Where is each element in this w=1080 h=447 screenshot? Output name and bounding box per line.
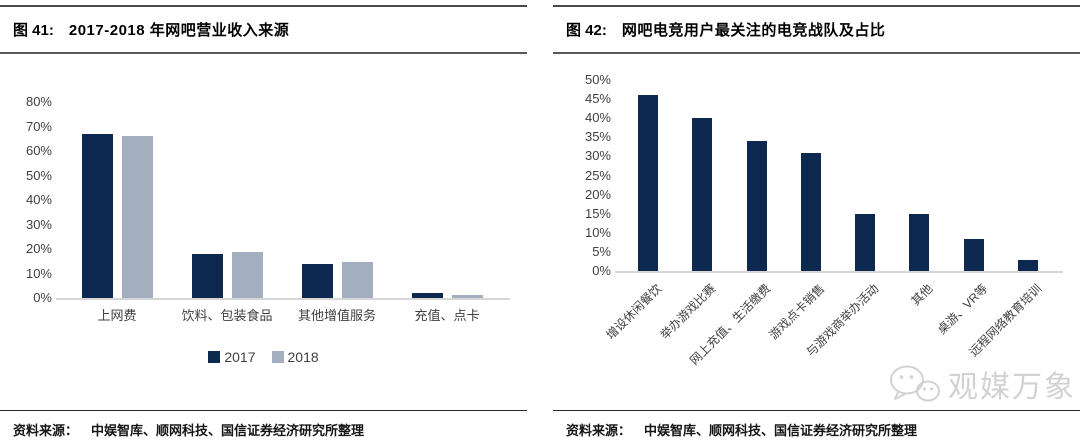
source-row: 资料来源： 中娱智库、顺网科技、国信证券经济研究所整理 bbox=[0, 411, 527, 447]
bar-value-2 bbox=[692, 118, 713, 271]
bar-value-8 bbox=[1017, 259, 1038, 271]
legend-item-2017: 2017 bbox=[208, 349, 256, 365]
figure-panel-42: 图 42: 网吧电竞用户最关注的电竞战队及占比 观媒万象 0% 5% 10% 15% 2… bbox=[553, 0, 1080, 447]
legend-label: 2018 bbox=[287, 349, 319, 365]
watermark: 观媒万象 bbox=[888, 362, 1076, 406]
y-axis-tick-label: 60% bbox=[25, 143, 52, 158]
legend-swatch-icon bbox=[208, 351, 221, 363]
bar-2018-4 bbox=[451, 294, 483, 298]
bar-value-1 bbox=[638, 95, 659, 271]
y-axis-tick-label: 70% bbox=[25, 118, 52, 134]
x-axis-category-label: 其他 bbox=[908, 281, 936, 309]
bar-2018-3 bbox=[341, 262, 373, 298]
figure-panel-41: 图 41: 2017-2018 年网吧营业收入来源 0% 10% 20% 30% 40%… bbox=[0, 0, 527, 447]
bar-chart-esports-interests: 观媒万象 0% 5% 10% 15% 20% 25% 30% 35% 40% 45% 50% 增设休闲… bbox=[553, 54, 1080, 410]
figure-title-row: 图 41: 2017-2018 年网吧营业收入来源 bbox=[0, 7, 527, 52]
y-axis-tick-label: 10% bbox=[25, 265, 52, 281]
legend-item-2018: 2018 bbox=[271, 349, 319, 365]
source-row: 资料来源： 中娱智库、顺网科技、国信证券经济研究所整理 bbox=[553, 411, 1080, 447]
y-axis-tick-label: 50% bbox=[584, 72, 611, 87]
bar-value-7 bbox=[963, 238, 984, 271]
bar-chart-revenue-sources: 0% 10% 20% 30% 40% 50% 60% 70% 80% 上网费 饮料、包装食品 其他增值… bbox=[0, 54, 527, 410]
bar-2017-1 bbox=[81, 133, 113, 298]
bar-2017-4 bbox=[411, 293, 443, 298]
figure-number-label: 图 41: bbox=[13, 22, 54, 39]
y-axis-tick-label: 50% bbox=[25, 167, 52, 183]
y-axis-tick-label: 0% bbox=[33, 290, 52, 305]
y-axis-tick-label: 20% bbox=[25, 241, 52, 256]
bar-value-4 bbox=[800, 152, 821, 271]
y-axis-tick-label: 15% bbox=[584, 205, 611, 221]
y-axis-tick-label: 30% bbox=[25, 216, 52, 232]
figure-title: 2017-2018 年网吧营业收入来源 bbox=[68, 22, 290, 39]
title-divider-rule bbox=[553, 52, 1080, 54]
source-text: 中娱智库、顺网科技、国信证券经济研究所整理 bbox=[644, 423, 918, 438]
y-axis-tick-label: 5% bbox=[592, 243, 611, 259]
source-label: 资料来源： bbox=[566, 423, 632, 438]
x-axis-category-label: 充值、点卡 bbox=[414, 308, 480, 323]
y-axis-tick-label: 0% bbox=[592, 263, 611, 278]
panel-top-rule bbox=[553, 5, 1080, 7]
y-axis-tick-label: 10% bbox=[584, 224, 611, 240]
x-axis-category-label: 饮料、包装食品 bbox=[181, 308, 273, 323]
bar-2018-1 bbox=[121, 136, 153, 298]
legend-label: 2017 bbox=[224, 349, 256, 365]
y-axis-tick-label: 35% bbox=[584, 129, 611, 145]
figure-title-row: 图 42: 网吧电竞用户最关注的电竞战队及占比 bbox=[553, 7, 1080, 52]
y-axis-tick-label: 30% bbox=[584, 148, 611, 164]
y-axis-tick-label: 45% bbox=[584, 91, 611, 107]
x-axis-line bbox=[615, 271, 1063, 273]
y-axis-tick-label: 40% bbox=[584, 110, 611, 126]
wechat-bubbles-icon bbox=[890, 365, 940, 402]
y-axis-tick-label: 80% bbox=[25, 94, 52, 109]
bar-2018-2 bbox=[231, 252, 263, 298]
bar-2017-2 bbox=[191, 253, 223, 298]
bar-value-3 bbox=[746, 141, 767, 271]
y-axis-tick-label: 20% bbox=[584, 186, 611, 202]
source-text: 中娱智库、顺网科技、国信证券经济研究所整理 bbox=[91, 423, 365, 438]
y-axis-tick-label: 25% bbox=[584, 167, 611, 183]
legend-swatch-icon bbox=[271, 351, 284, 363]
panel-bottom-rule bbox=[553, 410, 1080, 411]
x-axis-category-label: 上网费 bbox=[97, 308, 137, 323]
source-label: 资料来源： bbox=[13, 423, 79, 438]
watermark-text: 观媒万象 bbox=[948, 371, 1076, 404]
x-axis-category-label: 其他增值服务 bbox=[297, 308, 376, 323]
figure-number-label: 图 42: bbox=[566, 22, 607, 39]
x-axis-line bbox=[56, 298, 510, 300]
bar-2017-3 bbox=[301, 263, 333, 298]
title-divider-rule bbox=[0, 52, 527, 54]
bar-value-5 bbox=[855, 213, 876, 271]
figure-title: 网吧电竞用户最关注的电竞战队及占比 bbox=[621, 22, 886, 39]
y-axis-tick-label: 40% bbox=[25, 192, 52, 207]
panel-bottom-rule bbox=[0, 410, 527, 411]
x-axis-category-label: 增设休闲餐饮 bbox=[603, 281, 665, 343]
bar-value-6 bbox=[909, 213, 930, 271]
panel-top-rule bbox=[0, 5, 527, 7]
chart-legend: 2017 2018 bbox=[0, 349, 527, 365]
